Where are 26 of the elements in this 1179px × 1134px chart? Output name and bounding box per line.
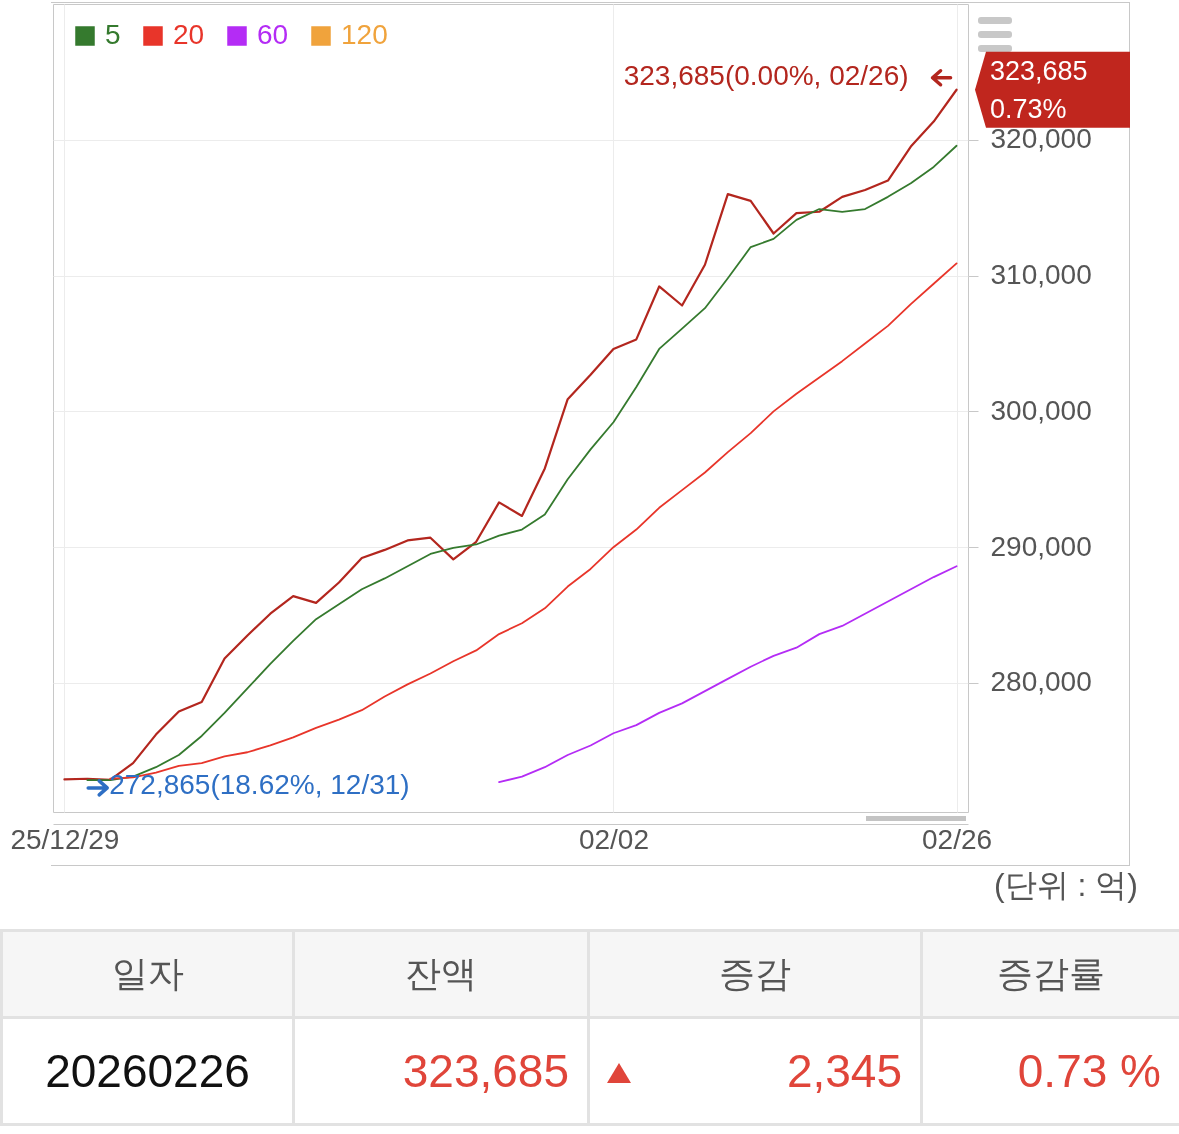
y-tick-label: 290,000 <box>990 530 1092 562</box>
text: 323,685 <box>990 55 1088 86</box>
legend-label: 60 <box>257 19 289 50</box>
text: (단위 : 억) <box>994 866 1138 905</box>
y-tick-label: 310,000 <box>990 259 1092 291</box>
y-tick-label: 280,000 <box>990 666 1092 698</box>
x-tick-label: 02/02 <box>578 823 649 855</box>
category-label: 잔액 <box>293 930 589 1018</box>
category-label: 일자 <box>1 930 294 1018</box>
text: 20260226 <box>45 1045 250 1097</box>
line-series <box>498 565 958 784</box>
annotation: 323,685(0.00%, 02/26) <box>623 59 909 91</box>
legend-label: 20 <box>173 19 205 50</box>
text: 0.73 % <box>1017 1045 1161 1097</box>
category-label: 증감 <box>588 930 922 1018</box>
text: 323,685 <box>402 1045 569 1097</box>
x-tick-label: 02/26 <box>922 823 993 855</box>
annotation: 272,865(18.62%, 12/31) <box>109 768 410 800</box>
legend-label: 5 <box>105 19 121 50</box>
category-label: 증감률 <box>921 930 1179 1018</box>
x-tick-label: 25/12/29 <box>10 823 120 855</box>
y-tick-label: 320,000 <box>990 123 1092 155</box>
text: 2,345 <box>786 1045 902 1097</box>
y-tick-label: 300,000 <box>990 394 1092 426</box>
legend-label: 120 <box>341 19 388 50</box>
text: 0.73% <box>990 93 1067 124</box>
